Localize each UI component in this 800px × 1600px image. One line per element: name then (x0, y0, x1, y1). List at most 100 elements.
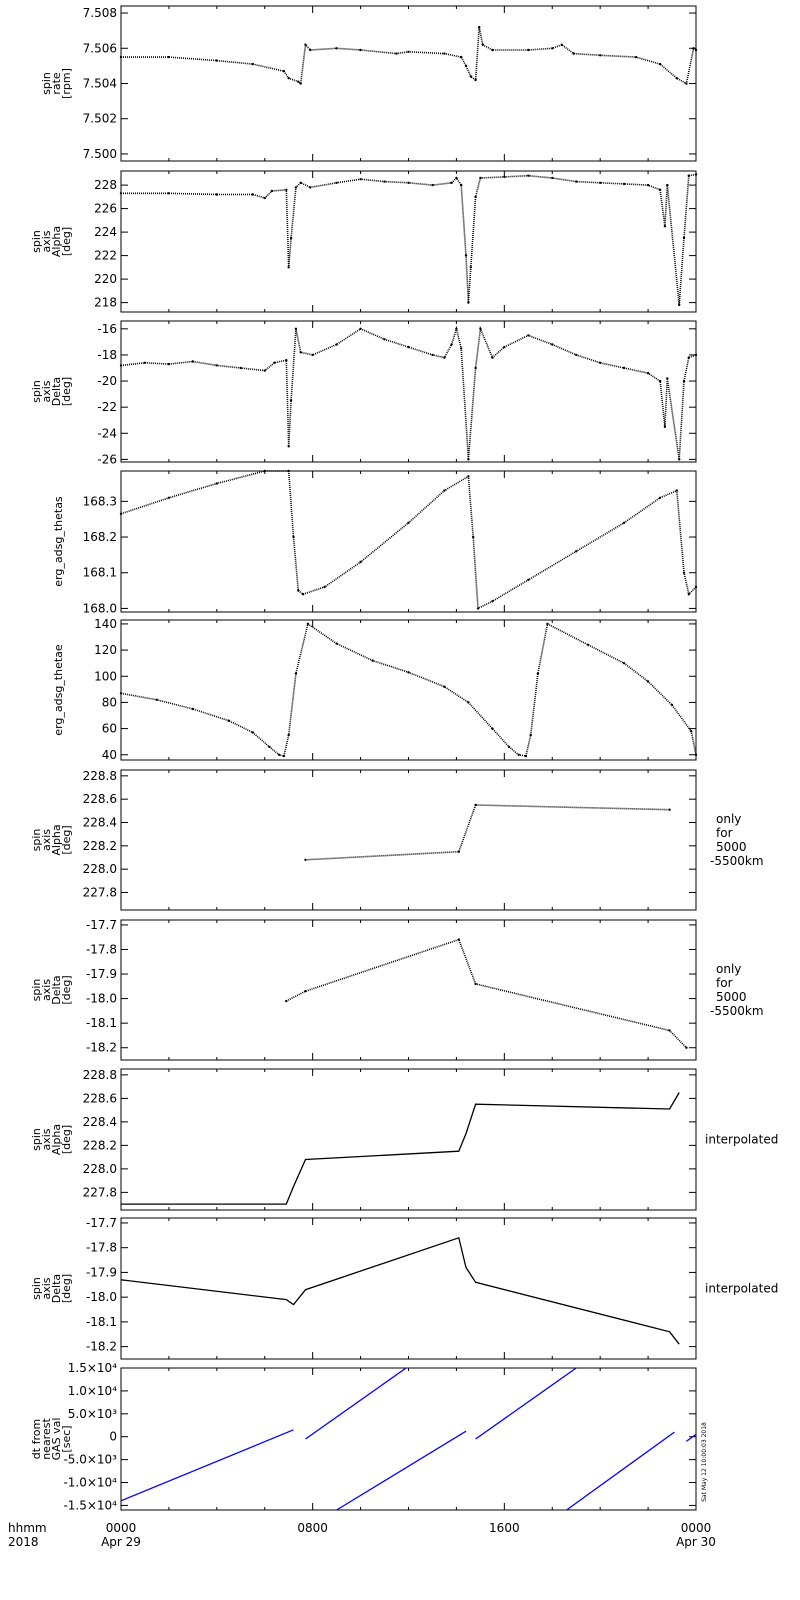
data-point (692, 47, 695, 50)
y-tick-label: 227.8 (83, 1185, 117, 1199)
series-trace (120, 622, 697, 758)
data-point (287, 445, 290, 448)
data-layer (119, 622, 698, 758)
y-tick-label: -1.0×10⁴ (63, 1476, 117, 1490)
y-tick-label: 40 (102, 748, 117, 762)
panel-6: 227.8 228.0 228.2 228.4 228.6 228.8 spinaxisAl… (30, 769, 764, 911)
y-axis-label: spin (30, 1277, 43, 1300)
data-point (536, 672, 540, 675)
panel-7: -18.2 -18.1 -18.0 -17.9 -17.8 -17.7 spinaxisDe… (30, 918, 764, 1061)
data-point (575, 180, 578, 183)
y-tick-label: 168.2 (83, 530, 117, 544)
data-point (507, 745, 511, 749)
y-tick-label: 168.3 (83, 494, 117, 508)
series-line (475, 1367, 577, 1440)
data-point (503, 175, 506, 179)
panel-8: 227.8 228.0 228.2 228.4 228.6 228.8 spinaxisAl… (30, 1068, 778, 1211)
data-point (407, 671, 410, 674)
x-tick-label: 0000 (106, 1521, 137, 1535)
series-trace (120, 470, 697, 610)
data-point (167, 496, 171, 499)
data-layer (121, 1092, 680, 1205)
y-tick-label: 228.2 (83, 1138, 117, 1152)
data-point (383, 338, 386, 341)
data-point (301, 593, 305, 596)
x-tick-label: 0000 (681, 1521, 712, 1535)
data-point (694, 173, 698, 176)
y-tick-label: 228.4 (83, 816, 117, 830)
y-axis-label: [deg] (60, 825, 73, 854)
y-tick-label: -17.7 (86, 1216, 117, 1230)
data-point (551, 343, 554, 346)
y-axis-label: Alpha (50, 824, 63, 855)
data-point (675, 489, 678, 492)
y-axis-label: rate (50, 72, 63, 95)
side-label: only (716, 812, 741, 826)
y-tick-label: -17.8 (86, 942, 117, 956)
data-point (467, 458, 470, 461)
data-point (670, 703, 674, 707)
data-point (294, 672, 298, 675)
y-axis-label: GAS val (50, 1418, 63, 1461)
data-point (299, 351, 302, 354)
data-point (323, 585, 326, 589)
series-line (336, 1430, 467, 1511)
data-point (690, 730, 693, 733)
y-tick-label: -17.9 (86, 967, 117, 981)
data-point (675, 77, 678, 80)
y-tick-label: 7.504 (83, 77, 117, 91)
y-tick-label: 227.8 (83, 886, 117, 900)
data-point (455, 327, 458, 330)
data-point (474, 982, 477, 986)
data-point (491, 356, 494, 359)
data-point (479, 176, 482, 180)
data-point (491, 727, 494, 730)
data-point (287, 733, 290, 737)
y-tick-label: 222 (94, 249, 117, 263)
data-point (622, 521, 626, 524)
y-tick-label: -20 (97, 374, 117, 388)
y-tick-label: -18 (97, 348, 117, 362)
data-point (443, 685, 446, 688)
side-label: interpolated (705, 1133, 778, 1147)
y-tick-label: 60 (102, 722, 117, 736)
data-point (658, 62, 662, 66)
series-line (686, 1433, 697, 1442)
data-point (395, 52, 398, 55)
data-point (287, 266, 290, 269)
data-point (282, 754, 286, 758)
data-point (191, 360, 195, 363)
y-tick-label: -18.1 (86, 1016, 117, 1030)
data-point (268, 745, 271, 749)
data-point (685, 82, 688, 85)
panel-4: 168.0 168.1 168.2 168.3 erg_adsg_thetas (52, 469, 698, 615)
data-point (658, 496, 662, 499)
data-point (658, 188, 662, 191)
y-tick-label: 0 (109, 1430, 117, 1444)
data-point (491, 48, 494, 52)
data-point (407, 345, 410, 349)
data-point (450, 343, 453, 346)
data-point (287, 469, 290, 473)
y-tick-label: 218 (94, 296, 117, 310)
y-tick-label: -1.5×10⁴ (63, 1498, 117, 1512)
data-point (299, 82, 302, 85)
data-point (119, 692, 123, 695)
data-point (527, 48, 530, 52)
data-point (294, 186, 298, 189)
data-point (663, 225, 667, 228)
y-tick-label: 1.0×10⁴ (68, 1384, 117, 1398)
data-point (587, 643, 590, 647)
y-tick-label: 228.8 (83, 769, 117, 783)
data-point (599, 181, 602, 184)
data-point (407, 50, 410, 53)
y-tick-label: 228.0 (83, 1162, 117, 1176)
data-point (215, 364, 218, 367)
timestamp: Sat May 12 10:00:03 2018 (701, 1422, 708, 1502)
data-layer (120, 1367, 697, 1511)
data-point (694, 753, 698, 756)
data-point (443, 52, 446, 55)
